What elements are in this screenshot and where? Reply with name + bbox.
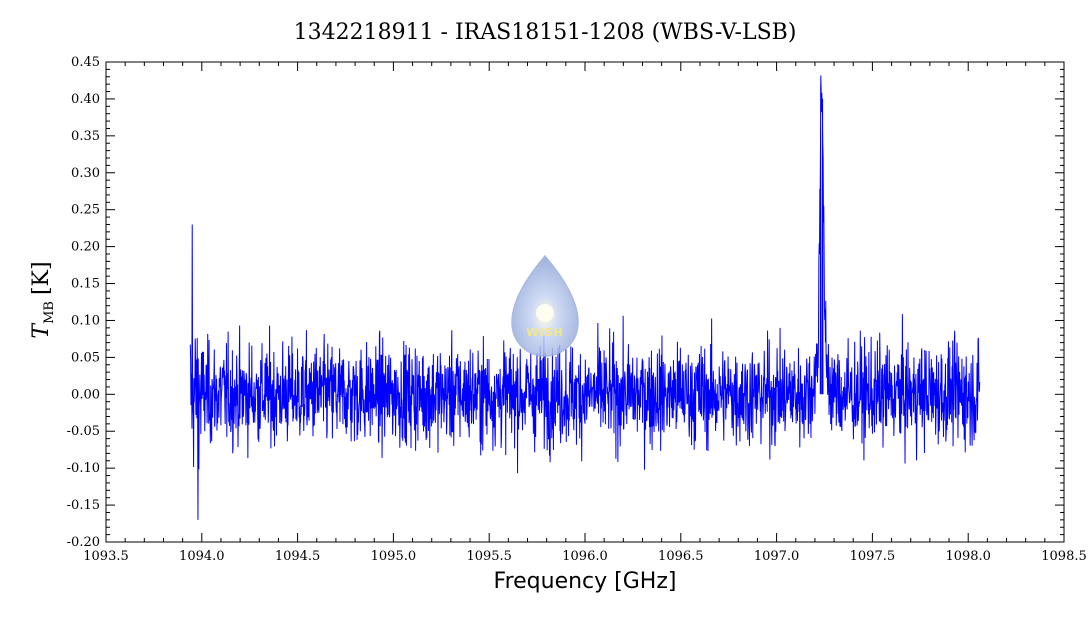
x-tick-label: 1097.5	[850, 549, 896, 564]
logo-glow	[536, 304, 554, 322]
y-tick-label: 0.25	[71, 203, 100, 218]
x-tick-label: 1094.5	[275, 549, 321, 564]
y-tick-label: 0.00	[71, 387, 100, 402]
logo-text: WISH	[526, 326, 563, 339]
x-axis-ticks: 1093.5 1094.0 1094.5 1095.0 1095.5 1096.0 1096…	[83, 62, 1087, 564]
y-tick-label: -0.15	[67, 498, 100, 513]
y-tick-label: -0.20	[67, 535, 100, 550]
x-tick-label: 1096.0	[562, 549, 608, 564]
x-tick-label: 1095.5	[466, 549, 512, 564]
y-axis-ticks: -0.20 -0.15 -0.10 -0.05 0.00 0.05 0.10 0.15 0.20…	[67, 55, 1064, 550]
wish-logo: WISH	[511, 254, 579, 357]
y-tick-label: 0.15	[71, 277, 100, 292]
x-tick-label: 1098.0	[945, 549, 991, 564]
y-tick-label: 0.05	[71, 350, 100, 365]
y-tick-label: 0.40	[71, 92, 100, 107]
y-tick-label: -0.05	[67, 424, 100, 439]
y-tick-label: 0.30	[71, 166, 100, 181]
y-axis-label: TMB [K]	[29, 261, 57, 338]
spectrum-series-line	[189, 75, 981, 520]
x-axis-label: Frequency [GHz]	[494, 569, 677, 594]
y-axis-symbol: T	[29, 322, 54, 339]
y-axis-unit: [K]	[29, 261, 54, 295]
y-axis-subscript: MB	[42, 301, 57, 324]
x-tick-label: 1094.0	[179, 549, 225, 564]
svg-text:TMB[K]: TMB [K]	[29, 261, 57, 338]
y-tick-label: 0.20	[71, 240, 100, 255]
x-tick-label: 1098.5	[1041, 549, 1087, 564]
y-tick-label: 0.35	[71, 129, 100, 144]
y-tick-label: 0.45	[71, 55, 100, 70]
y-tick-label: 0.10	[71, 313, 100, 328]
x-tick-label: 1096.5	[658, 549, 704, 564]
plot-frame	[105, 61, 1065, 543]
x-tick-label: 1097.0	[754, 549, 800, 564]
x-tick-label: 1095.0	[371, 549, 417, 564]
chart-title: 1342218911 - IRAS18151-1208 (WBS-V-LSB)	[294, 20, 797, 45]
x-tick-label: 1093.5	[83, 549, 129, 564]
y-tick-label: -0.10	[67, 461, 100, 476]
